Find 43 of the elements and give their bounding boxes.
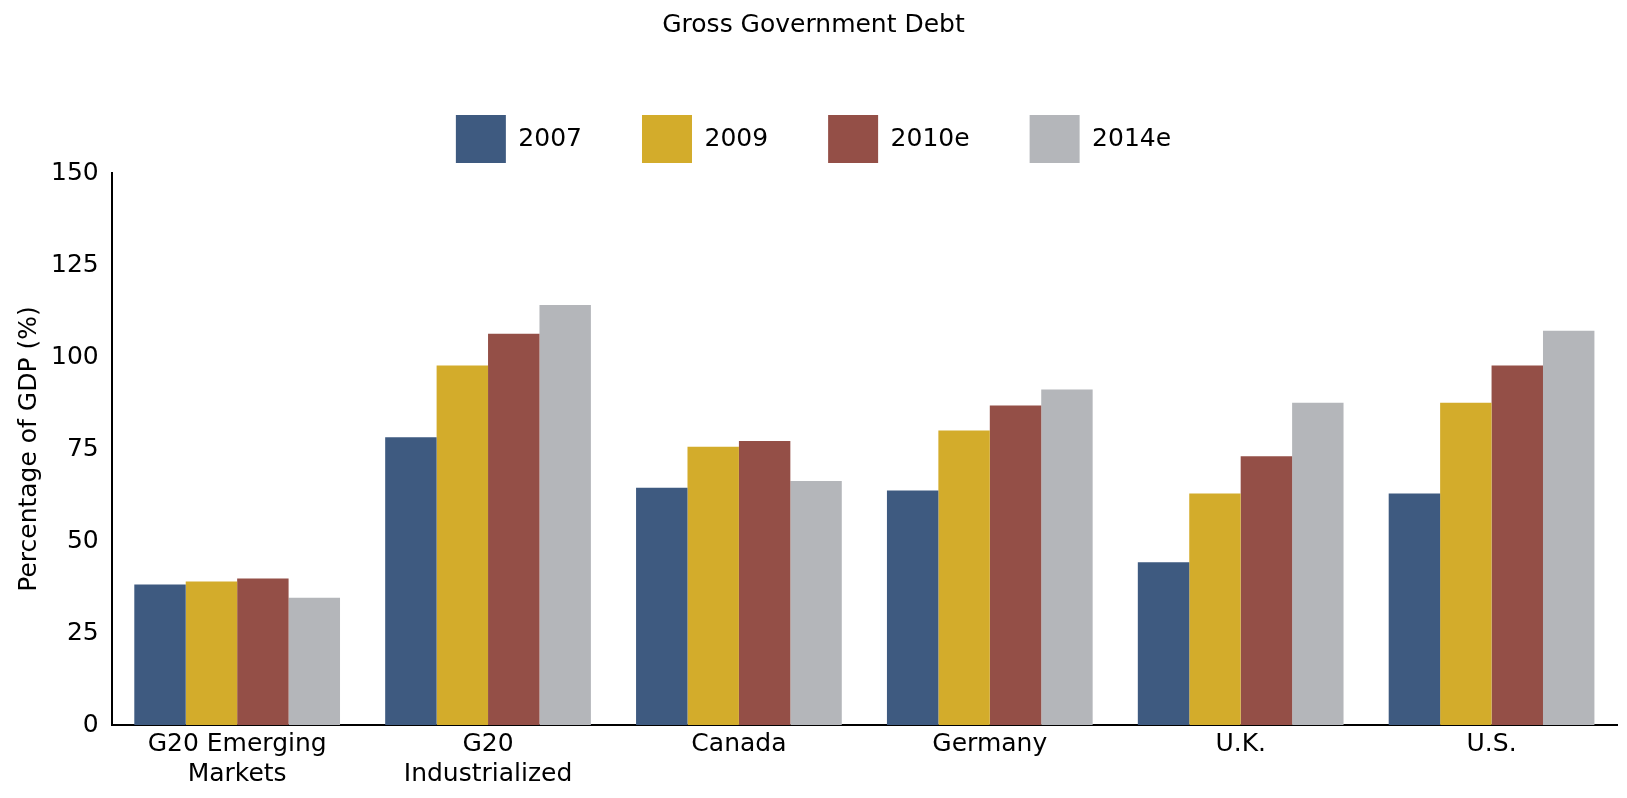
bar	[1240, 456, 1293, 725]
x-tick-label: Germany	[932, 727, 1048, 757]
chart-title: Gross Government Debt	[662, 8, 965, 38]
y-tick-label: 150	[51, 156, 99, 186]
bar	[738, 440, 791, 725]
bar	[938, 430, 990, 725]
y-tick-label: 50	[66, 524, 99, 554]
bar	[636, 487, 688, 725]
x-tick-label: U.K.	[1215, 727, 1266, 757]
bar	[1041, 389, 1093, 725]
legend-label: 2010e	[890, 122, 970, 152]
x-tick-label: U.S.	[1466, 727, 1517, 757]
y-tick-label: 0	[82, 708, 99, 738]
legend-label: 2014e	[1092, 122, 1172, 152]
bar	[1189, 493, 1241, 725]
bar	[185, 581, 238, 725]
bar	[1542, 330, 1595, 725]
bar	[288, 597, 341, 725]
bar	[134, 584, 186, 725]
legend-label: 2009	[704, 122, 769, 152]
y-tick-label: 125	[51, 248, 99, 278]
bar	[1137, 562, 1190, 725]
y-tick-label: 100	[51, 340, 99, 370]
legend-label: 2007	[518, 122, 582, 152]
bar	[385, 437, 437, 725]
bar	[1440, 402, 1492, 725]
bar	[687, 446, 739, 725]
y-tick-label: 75	[66, 432, 99, 462]
x-tick-label: G20 Emerging Markets	[147, 727, 327, 787]
bar	[237, 578, 289, 725]
bar	[539, 305, 591, 725]
bar	[886, 490, 939, 725]
bar	[1388, 493, 1441, 725]
bar	[1292, 402, 1344, 725]
bar	[488, 333, 540, 725]
y-axis-title: Percentage of GDP (%)	[12, 306, 42, 592]
bar	[790, 481, 842, 725]
bar	[1491, 365, 1543, 725]
x-tick-label: G20 Industrialized	[403, 727, 573, 787]
bar	[989, 405, 1042, 725]
bar	[436, 365, 489, 725]
x-tick-label: Canada	[691, 727, 787, 757]
y-tick-label: 25	[66, 616, 99, 646]
